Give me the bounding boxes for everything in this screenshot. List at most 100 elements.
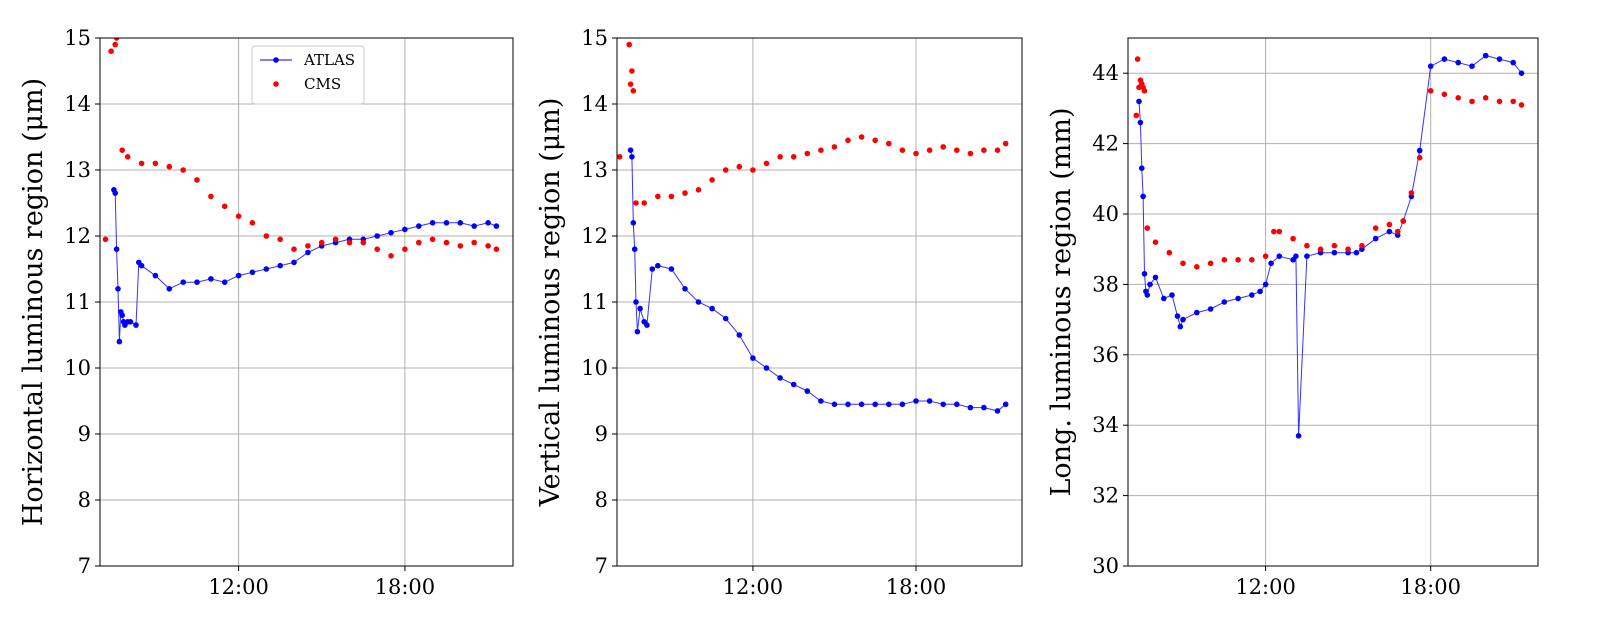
data-point-atlas bbox=[263, 266, 270, 272]
data-point-cms bbox=[858, 134, 865, 140]
data-point-cms bbox=[402, 246, 408, 252]
y-tick-label: 11 bbox=[581, 290, 608, 314]
data-point-atlas bbox=[208, 276, 214, 282]
x-tick-label: 12:00 bbox=[723, 575, 784, 599]
data-point-cms bbox=[940, 144, 946, 150]
data-point-cms bbox=[831, 144, 838, 150]
data-point-cms bbox=[1235, 257, 1241, 263]
data-point-cms bbox=[1134, 56, 1141, 62]
data-point-atlas bbox=[1161, 295, 1167, 302]
data-point-cms bbox=[194, 177, 200, 183]
legend-marker-atlas bbox=[273, 57, 279, 63]
data-point-atlas bbox=[152, 272, 159, 279]
data-point-atlas bbox=[1276, 253, 1283, 259]
data-point-atlas bbox=[1510, 59, 1516, 66]
data-point-cms bbox=[1416, 154, 1423, 161]
data-point-atlas bbox=[194, 279, 200, 286]
y-tick-label: 14 bbox=[581, 92, 608, 116]
data-point-cms bbox=[277, 236, 284, 243]
data-point-cms bbox=[263, 233, 270, 239]
data-point-cms bbox=[1290, 235, 1296, 242]
data-point-atlas bbox=[1441, 56, 1448, 62]
y-axis-label: Vertical luminous region (μm) bbox=[535, 98, 566, 508]
data-point-atlas bbox=[1194, 309, 1200, 316]
data-point-cms bbox=[763, 160, 770, 167]
data-point-cms bbox=[886, 140, 892, 147]
data-point-cms bbox=[1394, 228, 1401, 235]
data-point-atlas bbox=[886, 401, 892, 408]
y-tick-label: 9 bbox=[78, 422, 91, 446]
data-point-cms bbox=[994, 147, 1001, 153]
data-point-atlas bbox=[374, 233, 381, 239]
data-point-cms bbox=[112, 41, 118, 48]
data-point-cms bbox=[113, 38, 120, 41]
data-point-atlas bbox=[1469, 63, 1475, 69]
axes-frame bbox=[1127, 37, 1539, 567]
data-point-atlas bbox=[116, 338, 123, 345]
x-tick-label: 12:00 bbox=[208, 575, 269, 599]
data-point-atlas bbox=[1137, 119, 1144, 126]
data-point-cms bbox=[954, 147, 960, 153]
y-tick-label: 8 bbox=[78, 488, 91, 512]
data-point-atlas bbox=[1257, 288, 1263, 295]
y-tick-label: 30 bbox=[1092, 554, 1119, 578]
data-point-cms bbox=[332, 236, 339, 243]
series-atlas bbox=[1136, 52, 1525, 439]
data-point-atlas bbox=[981, 404, 987, 411]
chart-panel-2: 7 8 9 10 11 12 13 14 15 12:00 18:00 Vertical lumino… bbox=[535, 26, 1023, 599]
series-line-atlas bbox=[113, 189, 497, 342]
y-tick-label: 38 bbox=[1092, 272, 1119, 296]
data-point-atlas bbox=[1372, 235, 1379, 242]
data-point-cms bbox=[235, 213, 242, 219]
data-point-cms bbox=[1194, 264, 1200, 270]
y-tick-label: 12 bbox=[581, 224, 608, 248]
data-point-cms bbox=[804, 150, 811, 157]
data-point-atlas bbox=[682, 286, 688, 292]
data-point-cms bbox=[1331, 242, 1338, 249]
y-tick-label: 7 bbox=[78, 554, 91, 578]
data-point-cms bbox=[655, 193, 661, 200]
data-point-cms bbox=[845, 137, 851, 144]
data-point-cms bbox=[119, 147, 125, 153]
data-point-cms bbox=[1345, 246, 1351, 252]
data-point-atlas bbox=[994, 408, 1001, 414]
data-point-atlas bbox=[644, 322, 650, 328]
data-point-cms bbox=[1510, 98, 1516, 105]
data-point-atlas bbox=[1207, 306, 1214, 312]
legend-label-atlas: ATLAS bbox=[303, 51, 355, 69]
data-point-atlas bbox=[1144, 292, 1151, 298]
data-point-cms bbox=[291, 246, 297, 252]
data-point-cms bbox=[695, 187, 702, 193]
data-point-atlas bbox=[630, 220, 637, 226]
data-point-atlas bbox=[471, 223, 478, 229]
data-point-cms bbox=[790, 154, 797, 160]
data-point-cms bbox=[1455, 95, 1461, 101]
data-point-atlas bbox=[940, 401, 946, 408]
axes-frame bbox=[99, 37, 514, 567]
data-point-atlas bbox=[457, 220, 464, 226]
data-point-cms bbox=[208, 193, 214, 200]
data-point-cms bbox=[1359, 242, 1365, 249]
data-point-cms bbox=[626, 41, 632, 48]
y-tick-label: 40 bbox=[1092, 202, 1119, 226]
chart-panels: 7 8 9 10 11 12 13 14 15 12:00 18:00 Horizontal lumi… bbox=[18, 26, 1539, 599]
data-point-cms bbox=[388, 253, 394, 259]
data-point-cms bbox=[1152, 239, 1159, 245]
series-line-atlas bbox=[1138, 55, 1522, 436]
data-point-atlas bbox=[1136, 98, 1142, 105]
data-point-atlas bbox=[831, 401, 838, 408]
data-point-atlas bbox=[777, 375, 783, 381]
series-cms bbox=[617, 41, 1009, 206]
data-point-atlas bbox=[750, 355, 756, 361]
data-point-atlas bbox=[804, 388, 811, 394]
data-point-cms bbox=[630, 88, 637, 94]
y-tick-label: 14 bbox=[64, 92, 91, 116]
data-point-cms bbox=[1304, 242, 1310, 249]
data-point-cms bbox=[180, 167, 186, 173]
data-point-cms bbox=[709, 177, 715, 183]
data-point-atlas bbox=[634, 328, 641, 335]
data-point-atlas bbox=[429, 220, 436, 226]
data-point-atlas bbox=[1304, 253, 1310, 259]
data-point-cms bbox=[1002, 140, 1009, 147]
